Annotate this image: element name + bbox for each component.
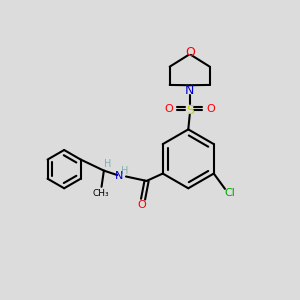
Text: H: H: [121, 167, 128, 176]
Text: O: O: [185, 46, 195, 59]
Text: O: O: [206, 104, 215, 114]
Text: O: O: [137, 200, 146, 210]
Text: N: N: [115, 171, 124, 181]
Text: N: N: [185, 84, 194, 97]
Text: O: O: [165, 104, 173, 114]
Text: CH₃: CH₃: [92, 189, 109, 198]
Text: H: H: [104, 159, 111, 169]
Text: S: S: [186, 104, 194, 117]
Text: Cl: Cl: [225, 188, 236, 198]
